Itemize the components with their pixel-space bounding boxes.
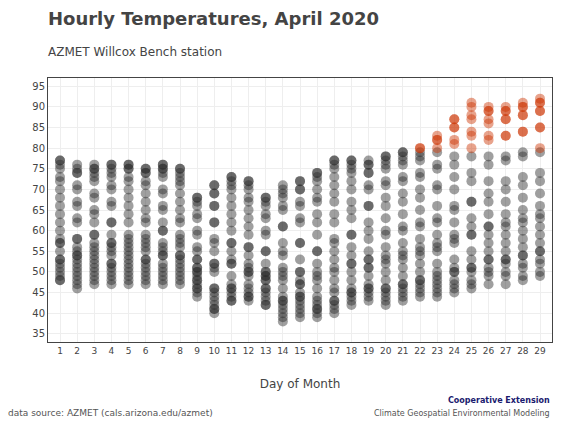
svg-text:60: 60 <box>32 225 45 236</box>
svg-text:16: 16 <box>311 346 323 356</box>
svg-text:14: 14 <box>277 346 289 356</box>
svg-text:70: 70 <box>32 184 45 195</box>
svg-text:17: 17 <box>329 346 340 356</box>
svg-text:90: 90 <box>32 101 45 112</box>
svg-text:29: 29 <box>534 346 546 356</box>
svg-text:22: 22 <box>414 346 425 356</box>
svg-text:27: 27 <box>500 346 511 356</box>
svg-text:10: 10 <box>209 346 221 356</box>
svg-text:40: 40 <box>32 308 45 319</box>
svg-text:15: 15 <box>294 346 305 356</box>
svg-text:75: 75 <box>32 163 45 174</box>
svg-text:1: 1 <box>57 346 63 356</box>
svg-text:11: 11 <box>226 346 237 356</box>
svg-text:28: 28 <box>517 346 529 356</box>
svg-text:Hourly Temperatures, April 202: Hourly Temperatures, April 2020 <box>48 8 379 29</box>
svg-text:65: 65 <box>32 205 45 216</box>
svg-text:50: 50 <box>32 266 45 277</box>
svg-text:4: 4 <box>109 346 115 356</box>
svg-text:45: 45 <box>32 287 45 298</box>
svg-text:Climate Geospatial Environment: Climate Geospatial Environmental Modelin… <box>374 409 550 418</box>
svg-text:2: 2 <box>74 346 80 356</box>
svg-text:20: 20 <box>380 346 392 356</box>
svg-text:8: 8 <box>177 346 183 356</box>
svg-text:12: 12 <box>243 346 254 356</box>
svg-text:9: 9 <box>194 346 200 356</box>
svg-text:95: 95 <box>32 81 45 92</box>
svg-text:Cooperative Extension: Cooperative Extension <box>448 396 550 405</box>
svg-text:21: 21 <box>397 346 408 356</box>
svg-text:13: 13 <box>260 346 271 356</box>
svg-text:80: 80 <box>32 143 45 154</box>
svg-text:55: 55 <box>32 246 45 257</box>
svg-text:7: 7 <box>160 346 166 356</box>
svg-text:23: 23 <box>431 346 442 356</box>
svg-text:5: 5 <box>126 346 132 356</box>
svg-text:35: 35 <box>32 328 45 339</box>
svg-text:19: 19 <box>363 346 375 356</box>
svg-text:25: 25 <box>466 346 477 356</box>
svg-text:Day of Month: Day of Month <box>260 377 341 391</box>
svg-text:24: 24 <box>449 346 461 356</box>
svg-text:AZMET Willcox Bench station: AZMET Willcox Bench station <box>48 45 222 59</box>
svg-text:6: 6 <box>143 346 149 356</box>
svg-text:18: 18 <box>346 346 358 356</box>
svg-text:3: 3 <box>91 346 97 356</box>
svg-text:85: 85 <box>32 122 45 133</box>
svg-text:26: 26 <box>483 346 495 356</box>
svg-text:data source: AZMET (cals.arizo: data source: AZMET (cals.arizona.edu/azm… <box>8 408 213 418</box>
